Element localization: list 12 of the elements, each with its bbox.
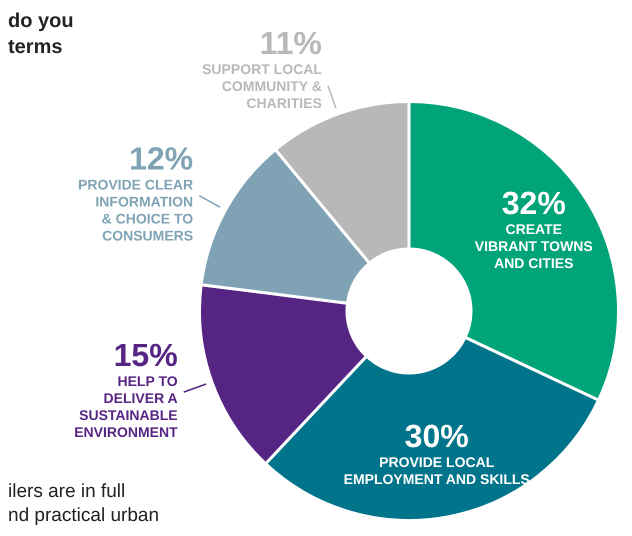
- text: ilers are in full nd practical urban: [8, 480, 160, 528]
- slice-label: HELP TO DELIVER A SUSTAINABLE ENVIRONMENT: [74, 372, 178, 440]
- data-label: 32%: [502, 185, 566, 222]
- data-label: 30%: [404, 418, 469, 454]
- chart-title: do you terms: [8, 9, 74, 60]
- data-label: 12%: [129, 140, 194, 176]
- slice-label: CREATE VIBRANT TOWNS AND CITIES: [474, 221, 593, 272]
- data-label: 15%: [114, 336, 178, 373]
- data-label: 11%: [260, 24, 322, 61]
- slice-label: PROVIDE CLEAR INFORMATION & CHOICE TO CONSUMERS: [78, 176, 194, 244]
- slice-label: PROVIDE LOCAL EMPLOYMENT AND SKILLS: [344, 454, 530, 487]
- slice-label: SUPPORT LOCAL COMMUNITY & CHARITIES: [202, 61, 322, 112]
